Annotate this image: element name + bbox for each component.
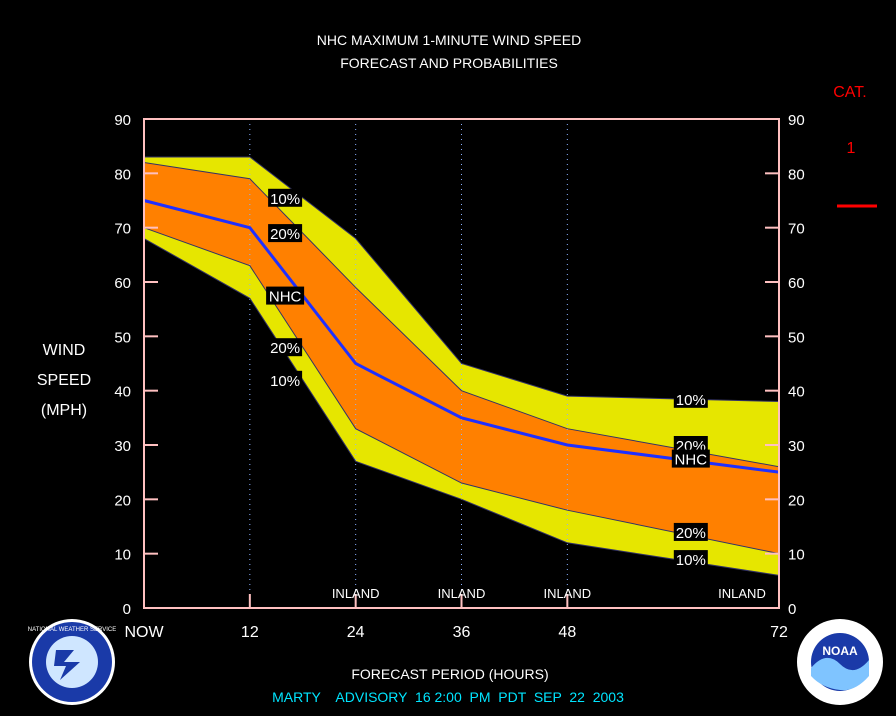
y-tick-label-left: 30 [114, 438, 131, 455]
y-tick-label-right: 80 [788, 166, 805, 183]
x-tick-label: NOW [124, 624, 164, 641]
category-value: 1 [847, 140, 856, 157]
axis-ticks: 0 0 10 10 20 20 30 30 40 40 50 50 60 60 70 70 80 80 90 90 NO… [114, 112, 804, 641]
y-tick-label-right: 0 [788, 601, 796, 618]
y-tick-label-right: 40 [788, 384, 805, 401]
x-tick-label: 72 [770, 624, 788, 641]
probability-bands [144, 157, 779, 576]
band-label-box [673, 550, 708, 569]
y-tick-label-right: 10 [788, 547, 805, 564]
y-tick-label-right: 50 [788, 329, 805, 346]
series-line-lower10 [143, 238, 780, 576]
band-label-box [673, 436, 708, 454]
band-label: 20% [676, 525, 706, 542]
y-axis-label-line3: (MPH) [41, 402, 87, 419]
band-label-box [268, 224, 303, 243]
y-tick-label-right: 60 [788, 275, 805, 292]
wave-icon [811, 657, 869, 691]
band-label: 10% [270, 191, 300, 208]
band-label-box [268, 370, 303, 389]
noaa-logo-text: NOAA [822, 644, 858, 658]
band-label-box [266, 286, 305, 305]
inland-label: INLAND [438, 586, 486, 601]
band-20-percent [144, 162, 779, 554]
band-label: 20% [270, 340, 300, 357]
series-lines [143, 156, 780, 576]
chart-title: NHC MAXIMUM 1-MINUTE WIND SPEED [317, 32, 581, 48]
inland-label: INLAND [332, 586, 380, 601]
inland-labels: INLAND INLAND INLAND INLAND [332, 586, 766, 601]
y-tick-label-left: 50 [114, 329, 131, 346]
nws-logo: NATIONAL WEATHER SERVICE [28, 619, 116, 705]
y-tick-label-left: 80 [114, 166, 131, 183]
y-tick-label-right: 90 [788, 112, 805, 129]
x-tick-label: 12 [241, 624, 259, 641]
band-label: 10% [676, 392, 706, 409]
x-tick-label: 36 [453, 624, 471, 641]
lightning-icon [54, 650, 80, 680]
band-label: 10% [270, 373, 300, 390]
inland-label: INLAND [543, 586, 591, 601]
x-tick-label: 24 [347, 624, 365, 641]
band-label: NHC [675, 452, 708, 469]
series-line-nhc [143, 199, 780, 474]
chart-subtitle: FORECAST AND PROBABILITIES [340, 55, 558, 71]
series-line-upper20 [143, 161, 780, 468]
y-tick-label-left: 0 [123, 601, 131, 618]
inland-label: INLAND [718, 586, 766, 601]
band-label-box [673, 522, 708, 541]
y-axis-label-line2: SPEED [37, 372, 91, 389]
nws-logo-text: NATIONAL WEATHER SERVICE [28, 627, 116, 633]
y-tick-label-left: 90 [114, 112, 131, 129]
y-axis-label-line1: WIND [43, 342, 86, 359]
y-tick-label-left: 40 [114, 384, 131, 401]
x-axis-label: FORECAST PERIOD (HOURS) [351, 666, 548, 682]
advisory-text: MARTY ADVISORY 16 2:00 PM PDT SEP 22 200… [272, 689, 624, 705]
y-tick-label-left: 70 [114, 221, 131, 238]
series-line-lower20 [143, 227, 780, 555]
y-tick-label-left: 10 [114, 547, 131, 564]
y-tick-label-right: 20 [788, 492, 805, 509]
category-label: CAT. [833, 84, 866, 101]
noaa-logo: NOAA [797, 619, 883, 705]
y-tick-label-left: 20 [114, 492, 131, 509]
y-tick-label-left: 60 [114, 275, 131, 292]
x-tick-label: 48 [558, 624, 576, 641]
band-label: 20% [270, 226, 300, 243]
band-label-box [268, 188, 303, 207]
band-label: 10% [676, 552, 706, 569]
series-line-upper10 [144, 156, 780, 403]
band-label-box [671, 449, 710, 468]
band-label: NHC [269, 289, 302, 306]
band-label-box [673, 389, 708, 408]
y-tick-label-right: 30 [788, 438, 805, 455]
band-label-box [268, 338, 303, 357]
y-tick-label-right: 70 [788, 221, 805, 238]
